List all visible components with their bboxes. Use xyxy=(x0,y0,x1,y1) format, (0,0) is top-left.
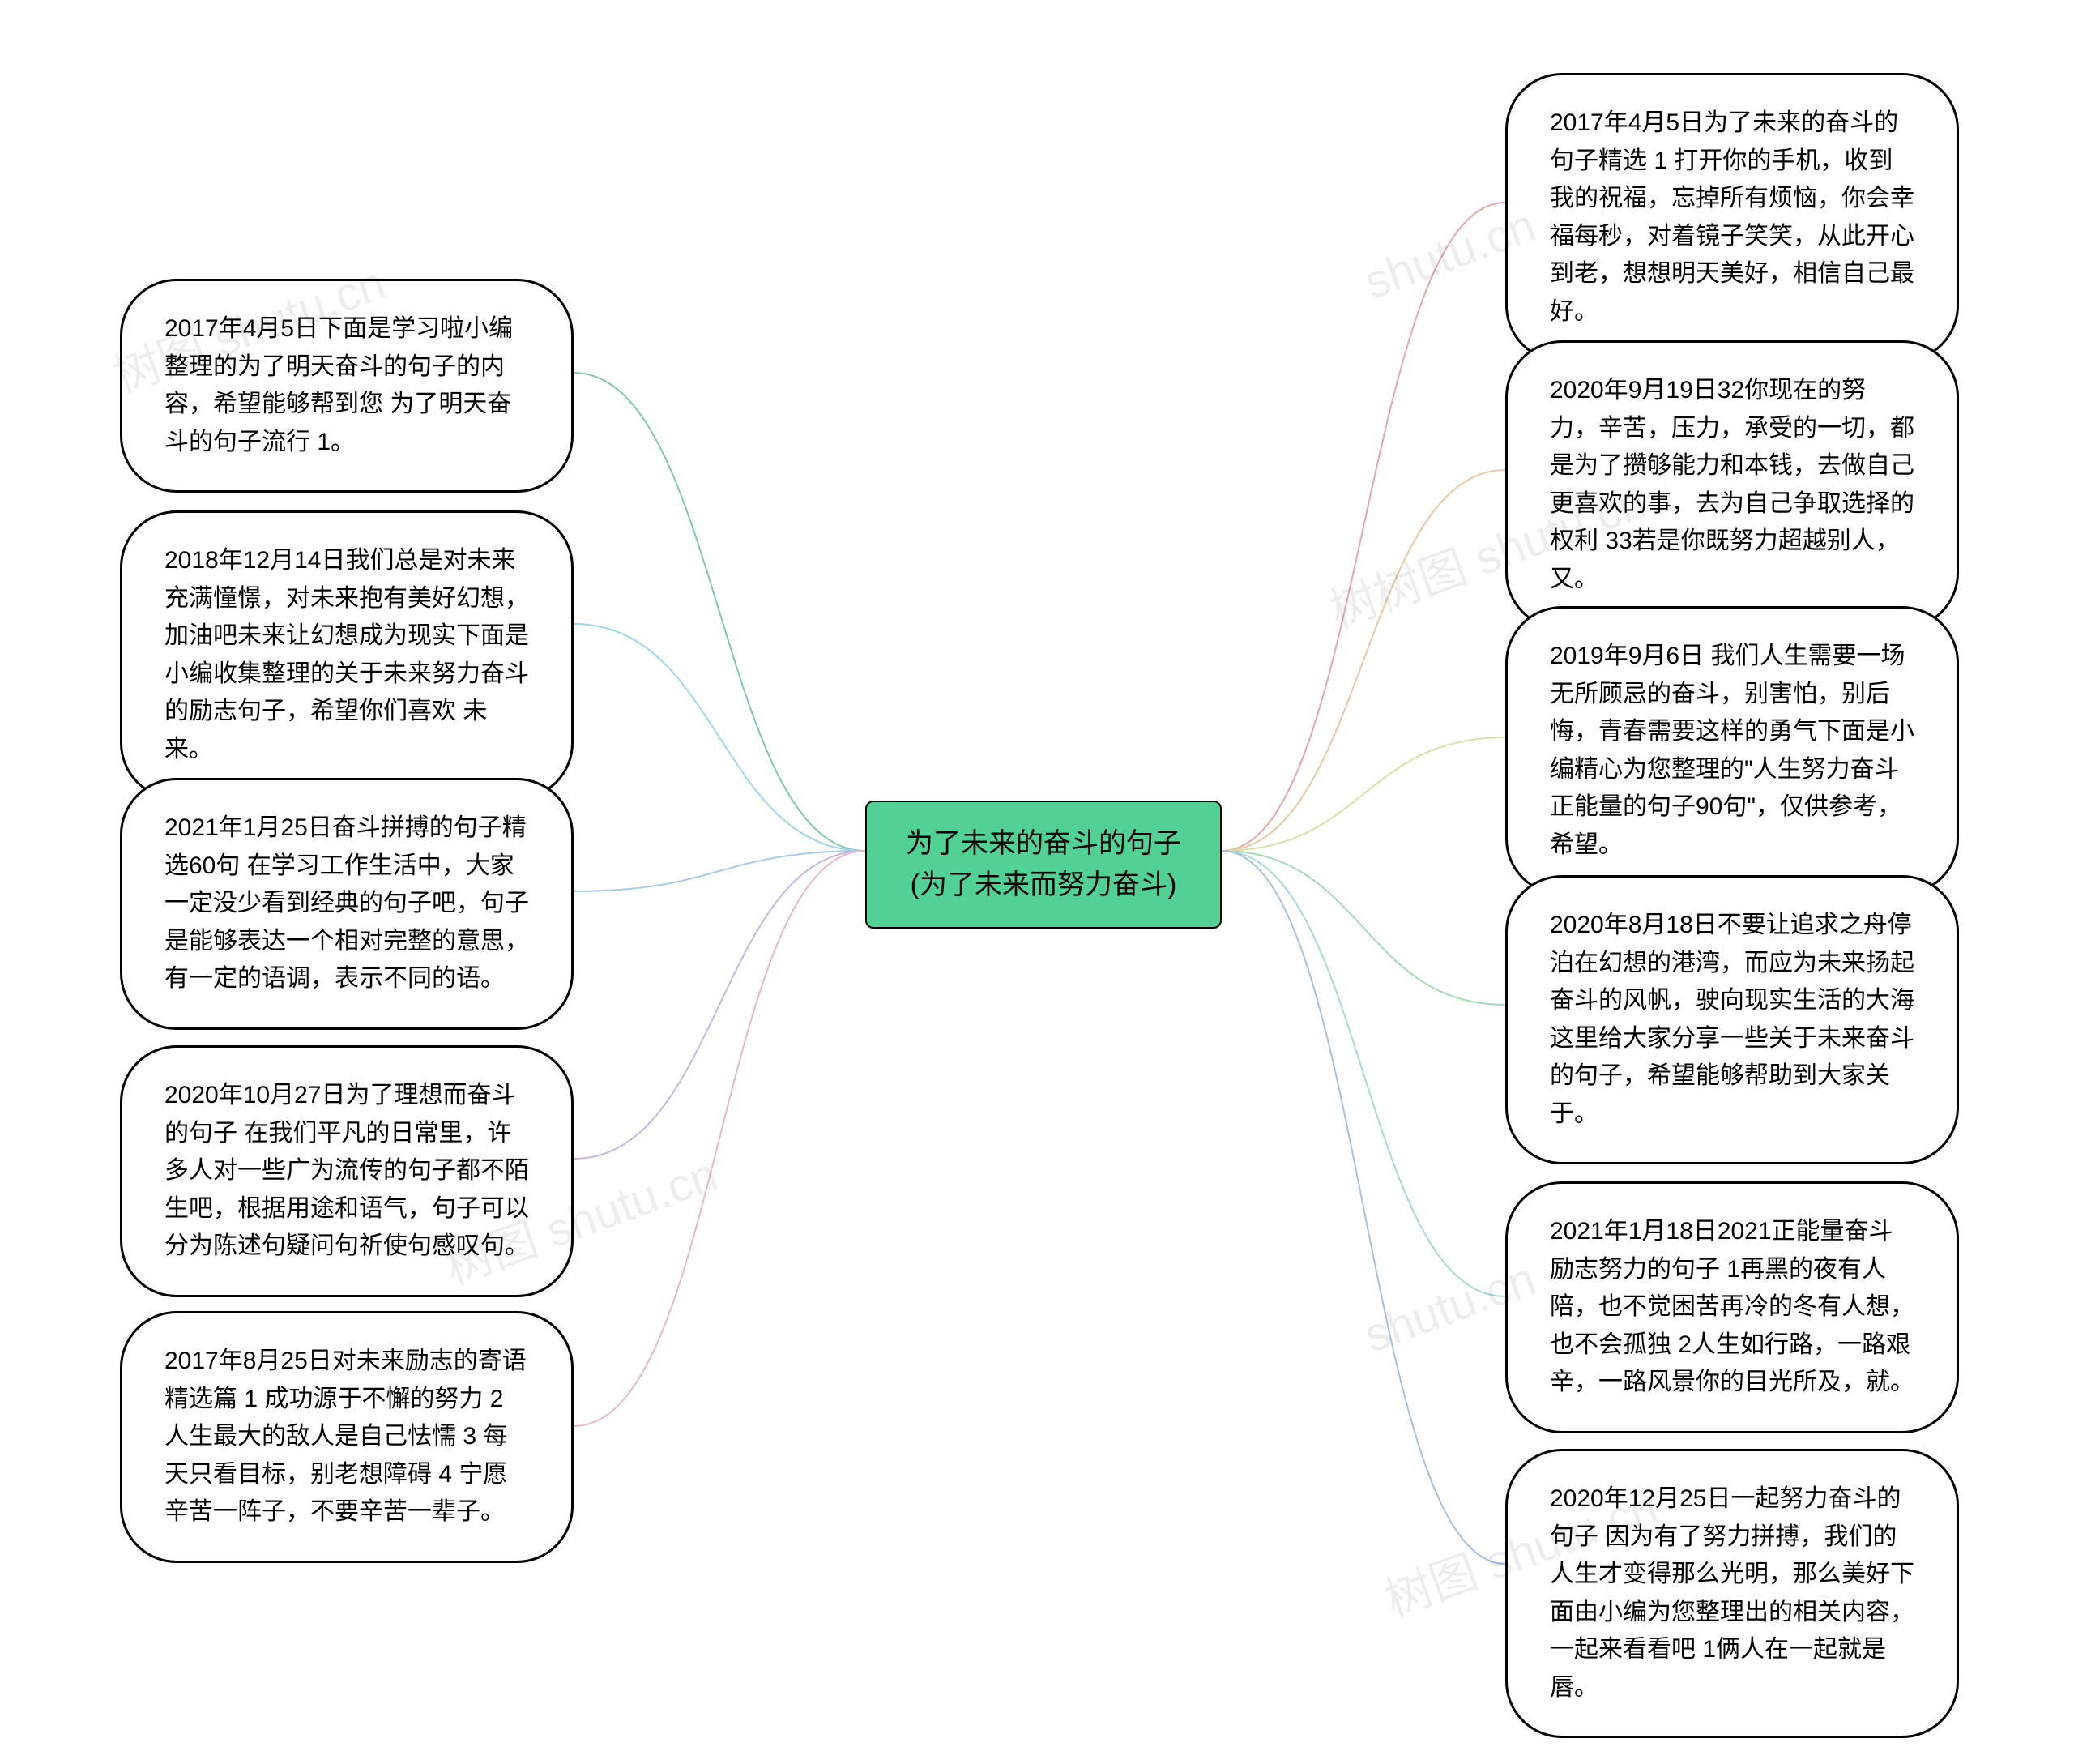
leaf-node-text: 2019年9月6日 我们人生需要一场无所顾忌的奋斗，别害怕，别后悔，青春需要这样… xyxy=(1550,643,1914,858)
leaf-node-text: 2020年12月25日一起努力奋斗的句子 因为有了努力拼搏，我们的人生才变得那么… xyxy=(1550,1485,1914,1701)
connector-line xyxy=(1222,203,1505,851)
center-node-text: 为了未来的奋斗的句子(为了未来而努力奋斗) xyxy=(906,828,1181,900)
connector-line xyxy=(1222,737,1505,851)
connector-line xyxy=(574,624,865,851)
connector-line xyxy=(574,851,865,891)
left-leaf-node: 2018年12月14日我们总是对未来充满憧憬，对未来抱有美好幻想，加油吧未来让幻… xyxy=(120,510,574,800)
left-leaf-node: 2017年8月25日对未来励志的寄语精选篇 1 成功源于不懈的努力 2 人生最大… xyxy=(120,1311,574,1563)
connector-line xyxy=(1222,851,1505,1005)
leaf-node-text: 2017年4月5日为了未来的奋斗的句子精选 1 打开你的手机，收到我的祝福，忘掉… xyxy=(1550,109,1914,325)
left-leaf-node: 2021年1月25日奋斗拼搏的句子精选60句 在学习工作生活中，大家一定没少看到… xyxy=(120,778,574,1030)
leaf-node-text: 2017年8月25日对未来励志的寄语精选篇 1 成功源于不懈的努力 2 人生最大… xyxy=(164,1348,527,1525)
connector-line xyxy=(1222,470,1505,851)
right-leaf-node: 2017年4月5日为了未来的奋斗的句子精选 1 打开你的手机，收到我的祝福，忘掉… xyxy=(1505,73,1959,362)
leaf-node-text: 2021年1月25日奋斗拼搏的句子精选60句 在学习工作生活中，大家一定没少看到… xyxy=(164,814,529,992)
connector-line xyxy=(1222,851,1505,1564)
center-node: 为了未来的奋斗的句子(为了未来而努力奋斗) xyxy=(865,801,1222,929)
connector-line xyxy=(574,373,865,851)
connector-line xyxy=(574,851,865,1159)
leaf-node-text: 2020年8月18日不要让追求之舟停泊在幻想的港湾，而应为未来扬起奋斗的风帆，驶… xyxy=(1550,912,1914,1127)
left-leaf-node: 2020年10月27日为了理想而奋斗的句子 在我们平凡的日常里，许多人对一些广为… xyxy=(120,1045,574,1297)
right-leaf-node: 2020年9月19日32你现在的努力，辛苦，压力，承受的一切，都是为了攒够能力和… xyxy=(1505,340,1959,630)
leaf-node-text: 2018年12月14日我们总是对未来充满憧憬，对未来抱有美好幻想，加油吧未来让幻… xyxy=(164,547,529,762)
right-leaf-node: 2020年8月18日不要让追求之舟停泊在幻想的港湾，而应为未来扬起奋斗的风帆，驶… xyxy=(1505,875,1959,1164)
connector-line xyxy=(1222,851,1505,1296)
leaf-node-text: 2020年10月27日为了理想而奋斗的句子 在我们平凡的日常里，许多人对一些广为… xyxy=(164,1082,529,1259)
right-leaf-node: 2021年1月18日2021正能量奋斗励志努力的句子 1再黑的夜有人陪，也不觉困… xyxy=(1505,1181,1959,1433)
leaf-node-text: 2017年4月5日下面是学习啦小编整理的为了明天奋斗的句子的内容，希望能够帮到您… xyxy=(164,315,513,455)
left-leaf-node: 2017年4月5日下面是学习啦小编整理的为了明天奋斗的句子的内容，希望能够帮到您… xyxy=(120,279,574,493)
leaf-node-text: 2021年1月18日2021正能量奋斗励志努力的句子 1再黑的夜有人陪，也不觉困… xyxy=(1550,1218,1914,1395)
right-leaf-node: 2020年12月25日一起努力奋斗的句子 因为有了努力拼搏，我们的人生才变得那么… xyxy=(1505,1449,1959,1738)
right-leaf-node: 2019年9月6日 我们人生需要一场无所顾忌的奋斗，别害怕，别后悔，青春需要这样… xyxy=(1505,606,1959,895)
leaf-node-text: 2020年9月19日32你现在的努力，辛苦，压力，承受的一切，都是为了攒够能力和… xyxy=(1550,377,1914,592)
connector-line xyxy=(574,851,865,1426)
